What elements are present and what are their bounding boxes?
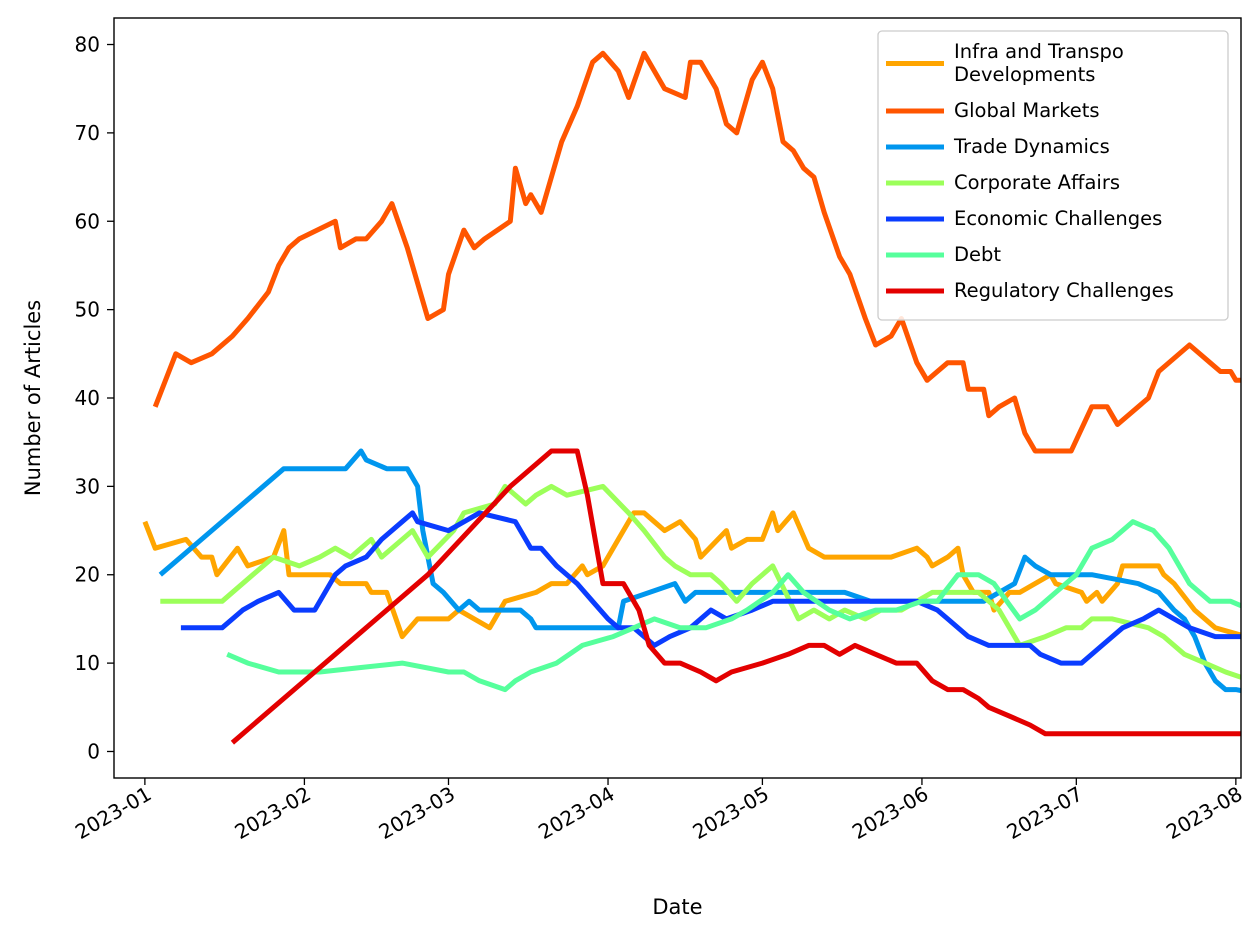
legend: Infra and Transpo Developments Global Mark… [877,30,1229,321]
series-line-1 [152,50,1241,454]
legend-label: Regulatory Challenges [954,279,1174,302]
series-line-4 [180,510,1241,666]
y-tick-label: 40 [75,386,100,410]
series-line-5 [226,519,1241,693]
y-axis: 0 10 20 30 40 50 60 70 80 [75,33,114,763]
y-tick-label: 60 [75,209,100,233]
y-tick-label: 20 [75,563,100,587]
y-tick-label: 70 [75,121,100,145]
series-line-2 [158,448,1241,694]
y-tick-label: 30 [75,474,100,498]
x-axis-label: Date [652,895,702,919]
legend-label: Trade Dynamics [953,135,1110,158]
series-line-6 [230,448,1241,745]
series-line-0 [142,510,1241,640]
legend-label: Economic Challenges [954,207,1162,230]
series-layer [142,50,1241,745]
y-tick-label: 0 [87,739,100,763]
y-tick-label: 80 [75,33,100,57]
legend-label: Global Markets [954,99,1100,122]
legend-label: Debt [954,243,1001,266]
y-axis-label: Number of Articles [21,300,45,496]
legend-label: Infra and Transpo Developments [954,40,1124,86]
legend-label: Corporate Affairs [954,171,1120,194]
legend-box [877,30,1229,321]
y-tick-label: 50 [75,298,100,322]
y-tick-label: 10 [75,651,100,675]
